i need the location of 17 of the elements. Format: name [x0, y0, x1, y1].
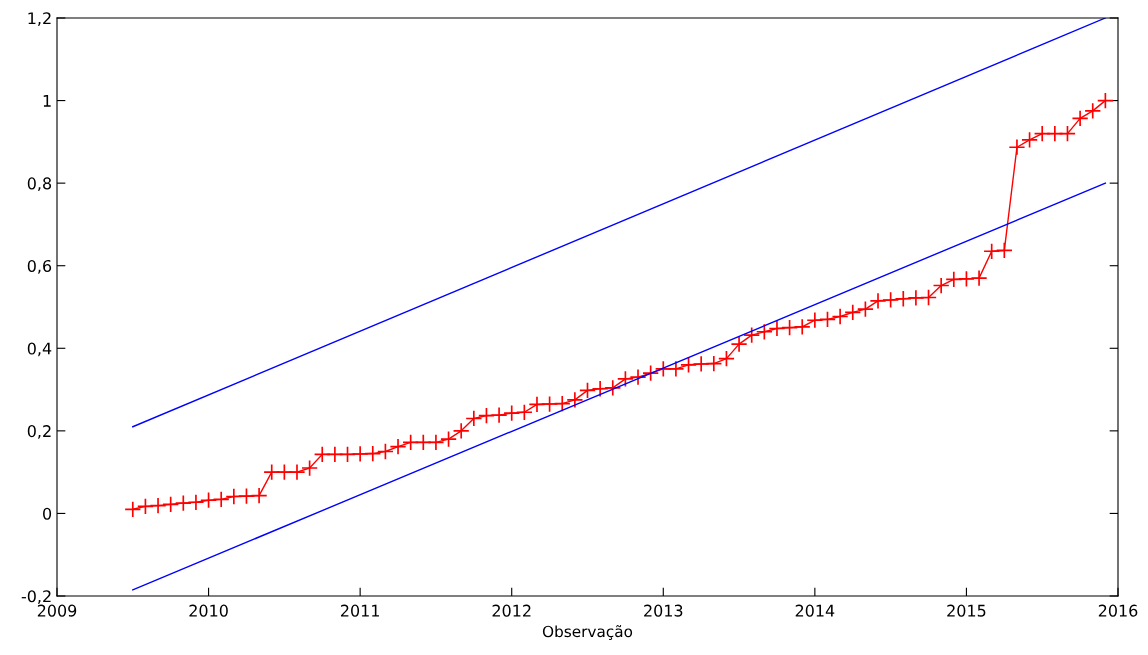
- y-tick-label: 0,2: [27, 425, 51, 439]
- y-tick-label: 0: [43, 507, 52, 520]
- x-tick-label: 2010: [189, 604, 228, 617]
- y-tick-label: 1: [43, 94, 51, 107]
- y-tick-label: 1,2: [28, 12, 51, 26]
- x-tick-label: 2016: [1098, 604, 1138, 617]
- x-tick-label: 2013: [644, 604, 683, 617]
- y-tick-label: 0,4: [27, 342, 52, 357]
- x-tick-label: 2011: [340, 604, 379, 617]
- y-tick-label: 0,6: [27, 259, 52, 274]
- y-tick-label: -0,2: [21, 590, 51, 604]
- x-tick-label: 2009: [37, 604, 77, 617]
- x-tick-label: 2014: [795, 604, 835, 617]
- x-tick-label: 2015: [947, 604, 986, 617]
- x-axis-title: Observação: [542, 625, 633, 640]
- y-tick-label: 0,8: [27, 177, 52, 192]
- x-tick-label: 2012: [492, 604, 531, 617]
